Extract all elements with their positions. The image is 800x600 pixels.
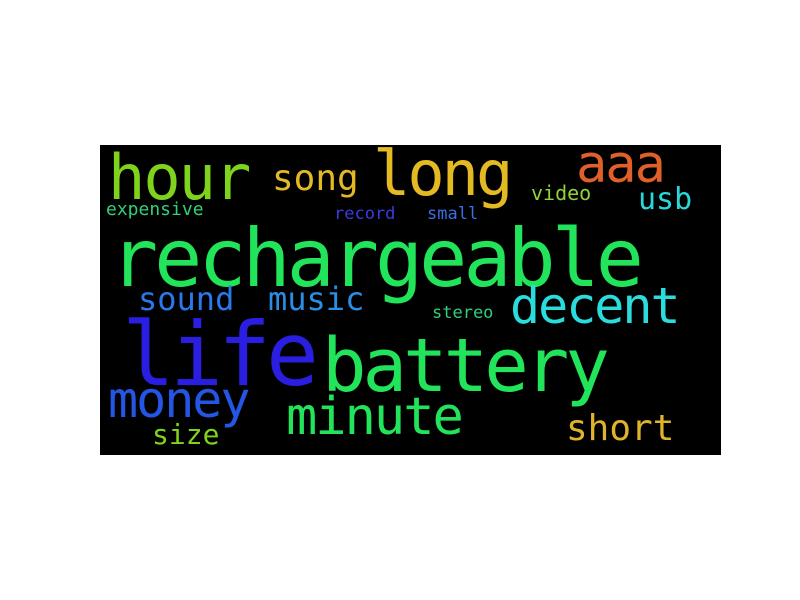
word-minute: minute — [286, 387, 464, 447]
word-decent: decent — [510, 277, 681, 335]
word-long: long — [373, 145, 513, 210]
word-aaa: aaa — [576, 145, 666, 195]
word-song: song — [272, 158, 359, 199]
word-expensive: expensive — [106, 199, 204, 220]
word-usb: usb — [638, 182, 693, 217]
word-sound: sound — [138, 280, 235, 318]
word-hour: hour — [108, 145, 251, 214]
word-small: small — [427, 204, 479, 224]
word-life: life — [122, 303, 319, 406]
word-rechargeable: rechargeable — [110, 212, 644, 305]
word-short: short — [566, 408, 675, 449]
word-cloud: hour song long aaa video usb expensive r… — [100, 145, 721, 455]
word-battery: battery — [322, 323, 610, 409]
word-music: music — [268, 280, 365, 318]
word-stereo: stereo — [432, 303, 494, 323]
word-size: size — [152, 418, 220, 451]
word-record: record — [334, 204, 396, 224]
word-money: money — [108, 371, 251, 429]
word-video: video — [531, 181, 592, 205]
